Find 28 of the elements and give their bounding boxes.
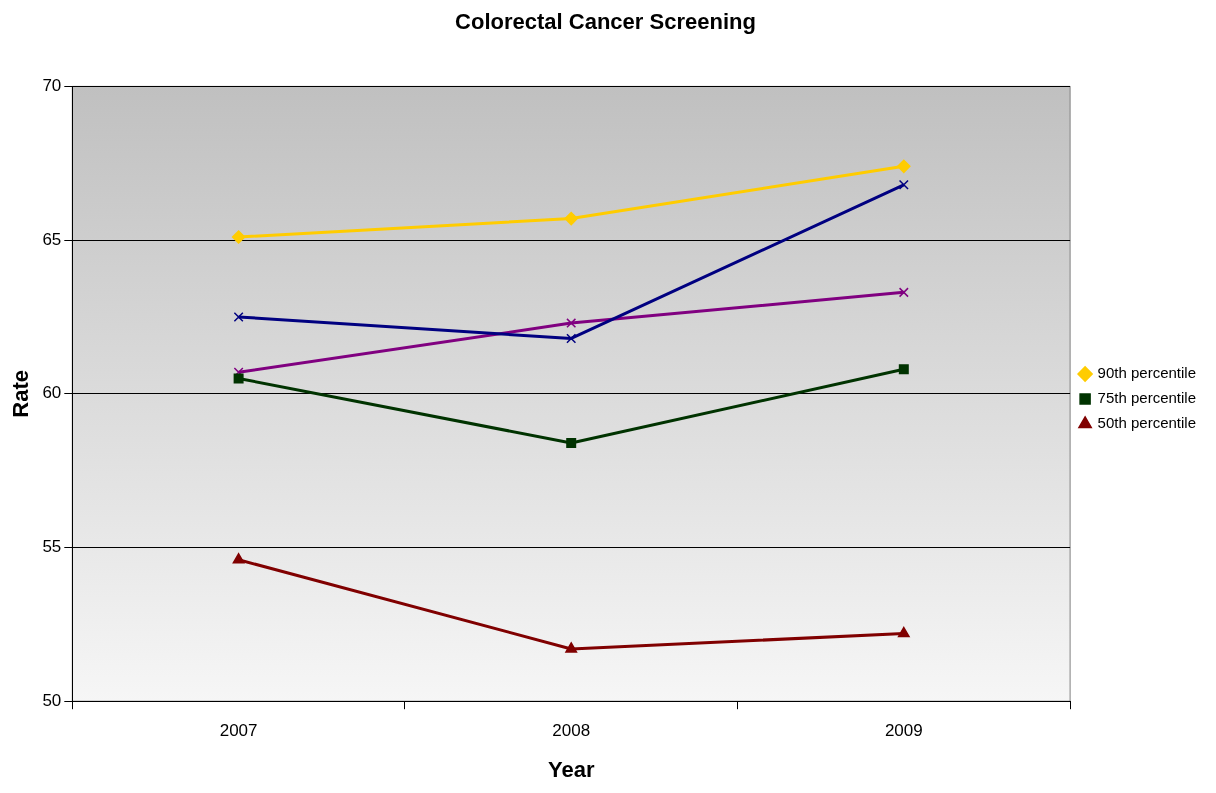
point: [231, 230, 246, 244]
y-tick-label: 65: [42, 229, 62, 249]
y-tick-label: 70: [42, 76, 62, 96]
point: [564, 211, 578, 226]
y-tick-label: 55: [42, 537, 62, 557]
point: [897, 626, 910, 638]
point: [566, 318, 577, 329]
x-axis-title: Year: [547, 756, 595, 782]
y-tick-label: 60: [42, 383, 62, 403]
chart-title: Colorectal Cancer Screening: [455, 9, 756, 35]
y-axis-title: Rate: [8, 369, 34, 418]
x-tick-label: 2008: [552, 721, 591, 741]
x-tick-label: 2009: [884, 721, 923, 741]
point: [232, 553, 245, 564]
legend-label: 90th percentile: [1097, 364, 1197, 382]
point: [897, 159, 911, 174]
point: [233, 311, 244, 322]
x-tick-label: 2007: [219, 721, 258, 741]
point: [233, 373, 244, 384]
point: [898, 287, 909, 298]
point: [898, 179, 909, 190]
point: [565, 642, 578, 653]
legend-label: 75th percentile: [1097, 389, 1197, 407]
point: [898, 364, 909, 375]
y-tick-label: 50: [42, 690, 62, 710]
point: [566, 437, 577, 448]
legend-label: 50th percentile: [1097, 414, 1197, 432]
point: [566, 333, 577, 344]
